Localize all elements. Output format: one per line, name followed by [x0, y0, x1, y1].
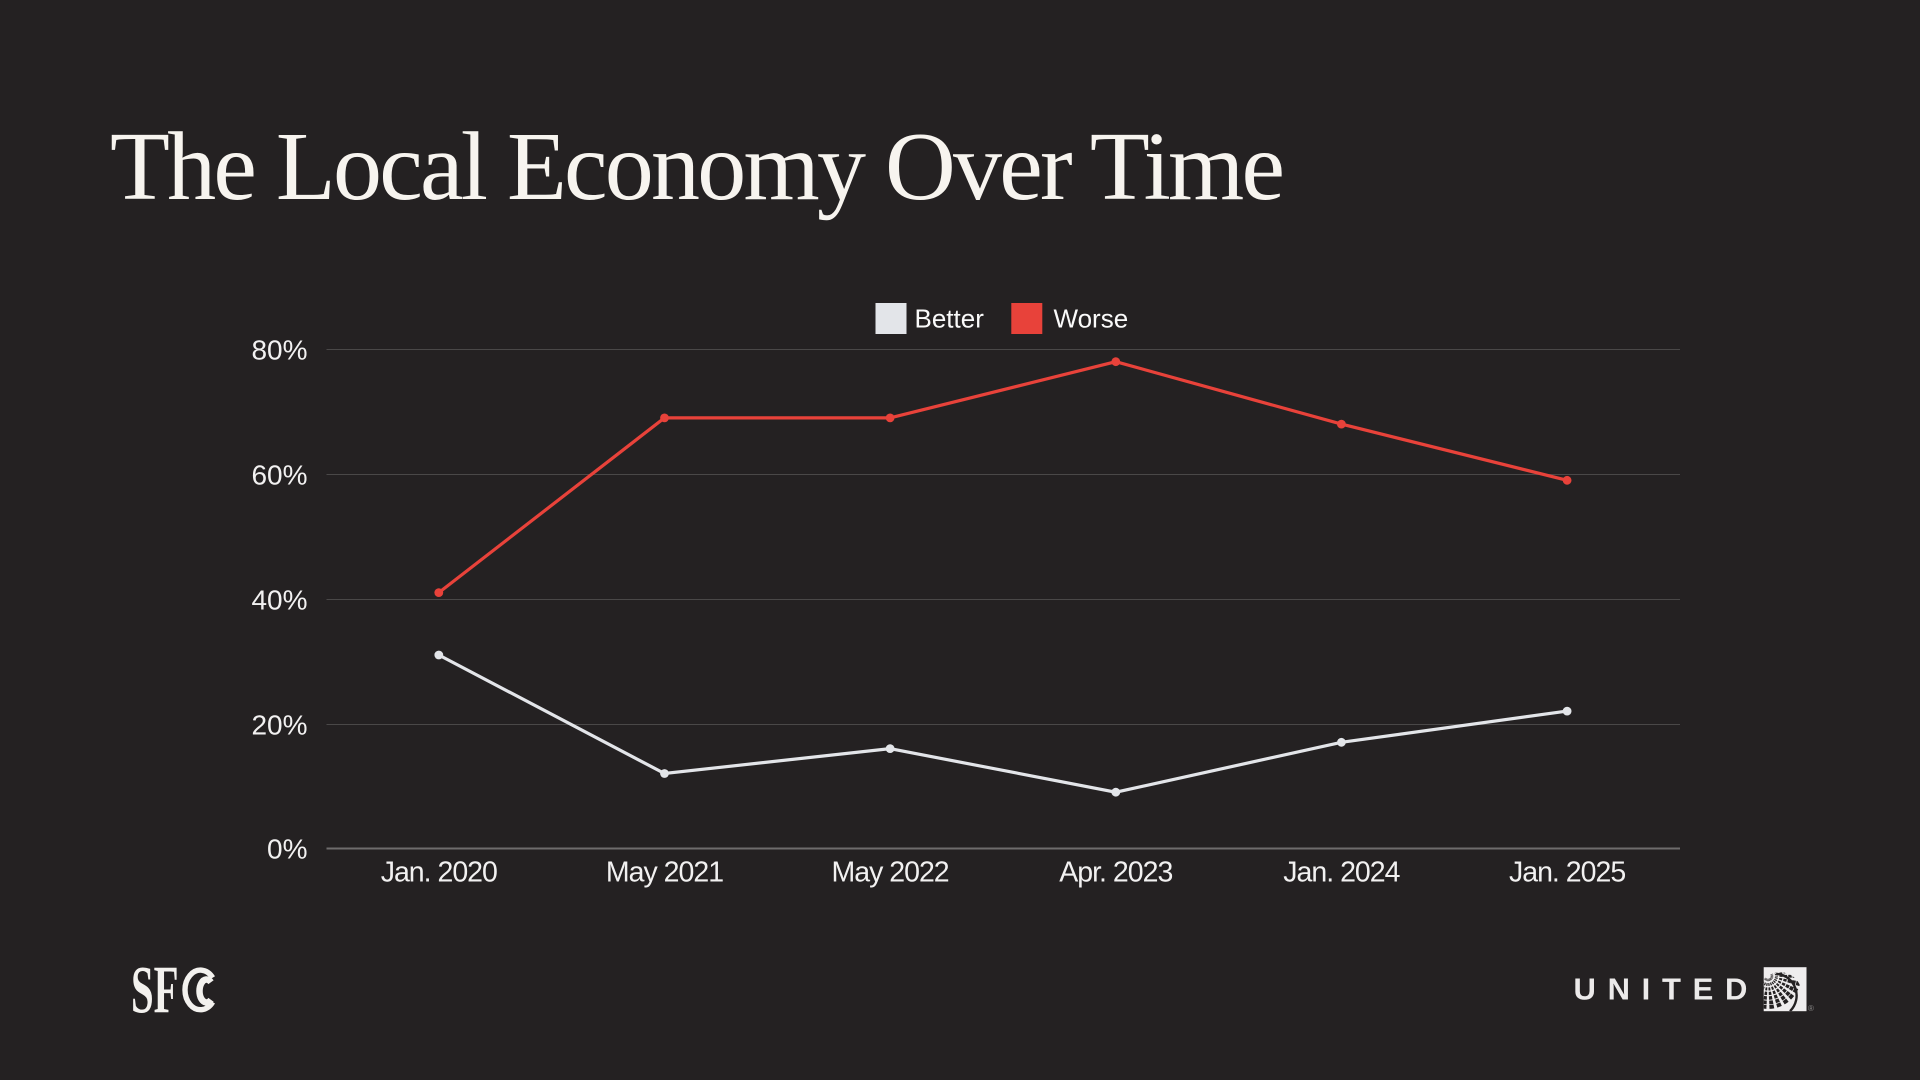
svg-text:40%: 40% — [251, 585, 307, 616]
svg-text:Jan. 2020: Jan. 2020 — [381, 857, 497, 889]
svg-text:May 2022: May 2022 — [832, 857, 949, 889]
svg-text:60%: 60% — [251, 460, 307, 491]
svg-text:Worse: Worse — [1054, 304, 1129, 334]
svg-text:0%: 0% — [267, 834, 307, 865]
svg-text:SF: SF — [131, 953, 179, 1028]
svg-text:UNITED: UNITED — [1574, 972, 1760, 1007]
svg-text:Jan. 2025: Jan. 2025 — [1509, 857, 1625, 889]
svg-text:®: ® — [1808, 1004, 1814, 1013]
svg-text:Better: Better — [915, 304, 985, 334]
svg-text:80%: 80% — [251, 335, 307, 366]
svg-text:Apr. 2023: Apr. 2023 — [1059, 857, 1172, 889]
svg-text:May 2021: May 2021 — [606, 857, 723, 889]
svg-text:20%: 20% — [251, 710, 307, 741]
svg-text:Jan. 2024: Jan. 2024 — [1283, 857, 1400, 889]
